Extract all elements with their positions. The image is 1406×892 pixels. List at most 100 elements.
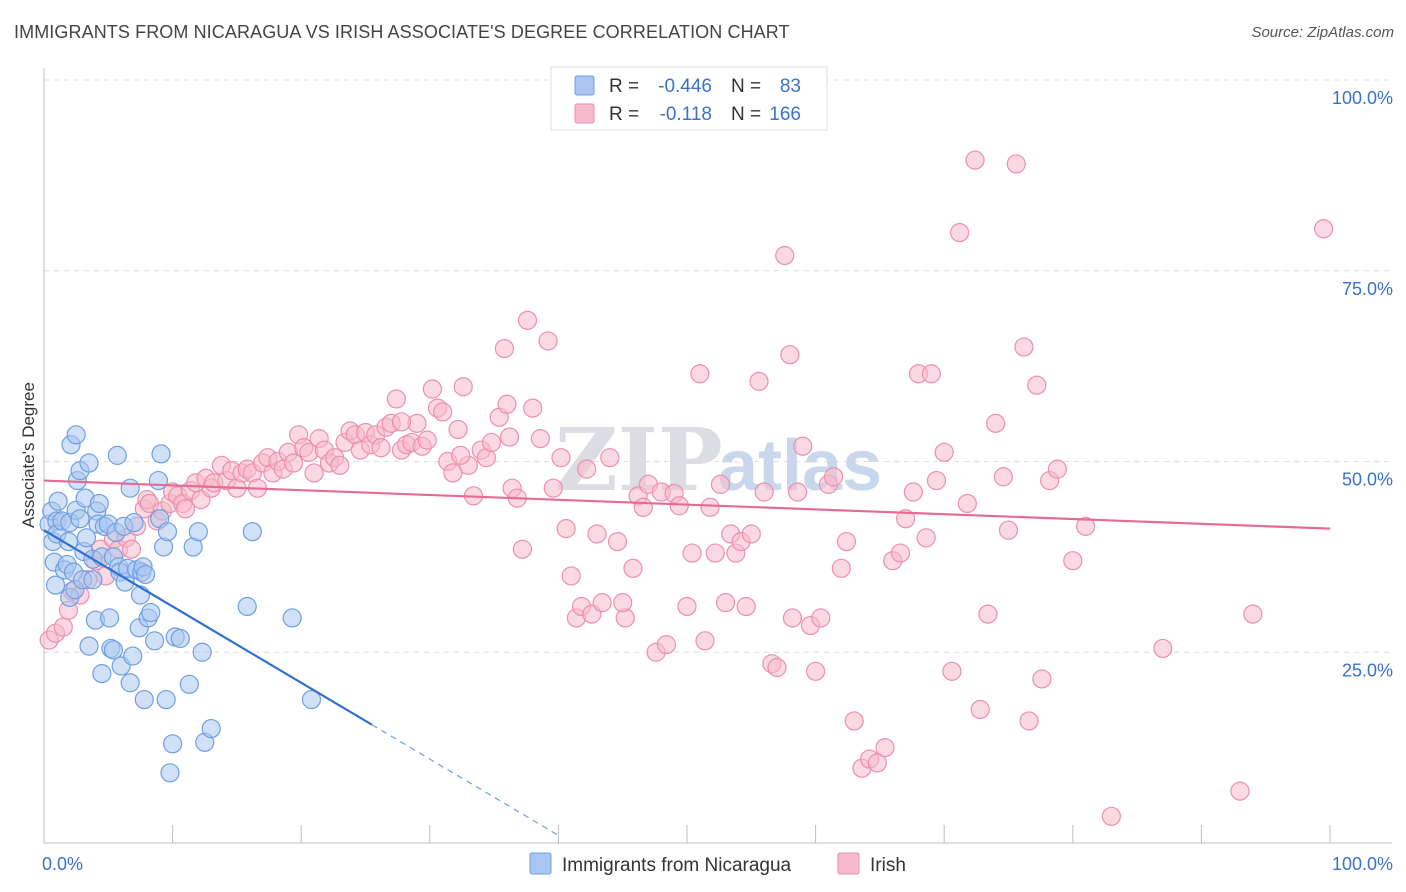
nicaragua-point	[83, 570, 103, 590]
irish-point	[736, 596, 756, 617]
irish-point	[561, 566, 581, 586]
irish-point	[1076, 516, 1096, 536]
irish-point	[767, 657, 787, 678]
legend-r-label: R =	[609, 104, 639, 125]
irish-point	[787, 482, 808, 502]
nicaragua-point	[45, 575, 66, 595]
irish-point	[448, 419, 468, 440]
nicaragua-point	[144, 631, 165, 651]
irish-point	[741, 524, 761, 544]
nicaragua-point	[134, 689, 154, 710]
irish-point	[811, 608, 831, 628]
nicaragua-point	[48, 491, 68, 511]
irish-point	[1027, 375, 1047, 395]
irish-point	[592, 593, 612, 613]
irish-point	[1019, 711, 1039, 731]
nicaragua-point	[107, 445, 127, 465]
irish-point	[1153, 638, 1173, 659]
nicaragua-point	[99, 608, 120, 628]
irish-point	[304, 463, 324, 483]
legend-n-label: N =	[731, 76, 761, 97]
nicaragua-point	[141, 602, 161, 623]
irish-point	[682, 543, 702, 563]
bottom-legend-swatch	[837, 852, 860, 875]
irish-point	[700, 497, 720, 517]
nicaragua-trend-line	[43, 529, 373, 726]
tick-labels: 25.0% 50.0% 75.0% 100.0% 0.0% 100.0%	[42, 88, 1393, 874]
irish-point	[391, 412, 412, 432]
irish-point	[1047, 459, 1067, 479]
bottom-legend-label: Irish	[870, 855, 906, 876]
irish-point	[494, 338, 514, 359]
irish-point	[831, 558, 851, 578]
irish-trend-line	[43, 479, 1331, 530]
irish-point	[1230, 781, 1250, 801]
nicaragua-point	[79, 636, 99, 656]
nicaragua-point	[120, 478, 140, 498]
irish-point	[512, 539, 532, 559]
nicaragua-point	[130, 585, 151, 605]
irish-point	[921, 364, 941, 384]
irish-point	[793, 436, 813, 456]
nicaragua-point	[160, 763, 180, 783]
nicaragua-point	[163, 734, 183, 754]
irish-point	[1313, 219, 1334, 239]
grid-lines	[44, 79, 1392, 653]
irish-point	[656, 635, 677, 655]
irish-point	[499, 427, 520, 447]
legend-n-value: 83	[780, 76, 801, 97]
irish-point	[695, 631, 715, 651]
chart-title: IMMIGRANTS FROM NICARAGUA VS IRISH ASSOC…	[14, 22, 790, 42]
nicaragua-point	[201, 718, 221, 739]
irish-point	[844, 711, 864, 731]
irish-point	[669, 496, 689, 516]
irish-point	[942, 661, 962, 681]
x-tick-label: 100.0%	[1332, 854, 1393, 874]
y-tick-label: 100.0%	[1332, 88, 1393, 108]
chart-source: Source: ZipAtlas.com	[1251, 24, 1394, 41]
irish-point	[175, 499, 196, 519]
irish-point	[805, 661, 826, 681]
nicaragua-point	[89, 493, 109, 514]
irish-point	[934, 442, 954, 462]
irish-point	[607, 532, 628, 552]
nicaragua-point	[92, 664, 112, 684]
irish-point	[715, 593, 736, 613]
irish-point	[896, 509, 916, 529]
nicaragua-point	[135, 564, 156, 585]
irish-point	[970, 699, 990, 720]
nicaragua-point	[124, 512, 144, 533]
irish-point	[875, 738, 895, 758]
irish-point	[600, 448, 620, 468]
nicaragua-point	[242, 522, 262, 542]
irish-point	[780, 345, 800, 365]
irish-point	[867, 753, 887, 773]
irish-point	[775, 245, 795, 266]
irish-point	[623, 558, 643, 578]
irish-point	[1014, 337, 1034, 357]
legend-swatch	[574, 103, 595, 124]
axes	[43, 68, 1392, 844]
nicaragua-point	[156, 689, 176, 710]
irish-point	[451, 445, 471, 465]
irish-point	[993, 467, 1013, 487]
irish-point	[710, 474, 731, 494]
nicaragua-point	[237, 596, 257, 617]
irish-point	[782, 608, 803, 628]
nicaragua-point	[282, 608, 302, 628]
nicaragua-point	[157, 522, 178, 542]
nicaragua-trend-extension	[371, 724, 559, 836]
irish-point	[551, 448, 571, 468]
irish-point	[443, 463, 463, 483]
irish-point	[824, 467, 844, 487]
legend-n-label: N =	[731, 104, 761, 125]
nicaragua-point	[188, 522, 208, 542]
nicaragua-point	[192, 642, 212, 662]
irish-point	[1063, 551, 1083, 571]
irish-point	[1101, 806, 1121, 826]
nicaragua-point	[70, 509, 90, 529]
nicaragua-point	[120, 673, 140, 693]
irish-point	[283, 453, 304, 473]
irish-point	[749, 371, 769, 391]
irish-point	[836, 532, 857, 552]
